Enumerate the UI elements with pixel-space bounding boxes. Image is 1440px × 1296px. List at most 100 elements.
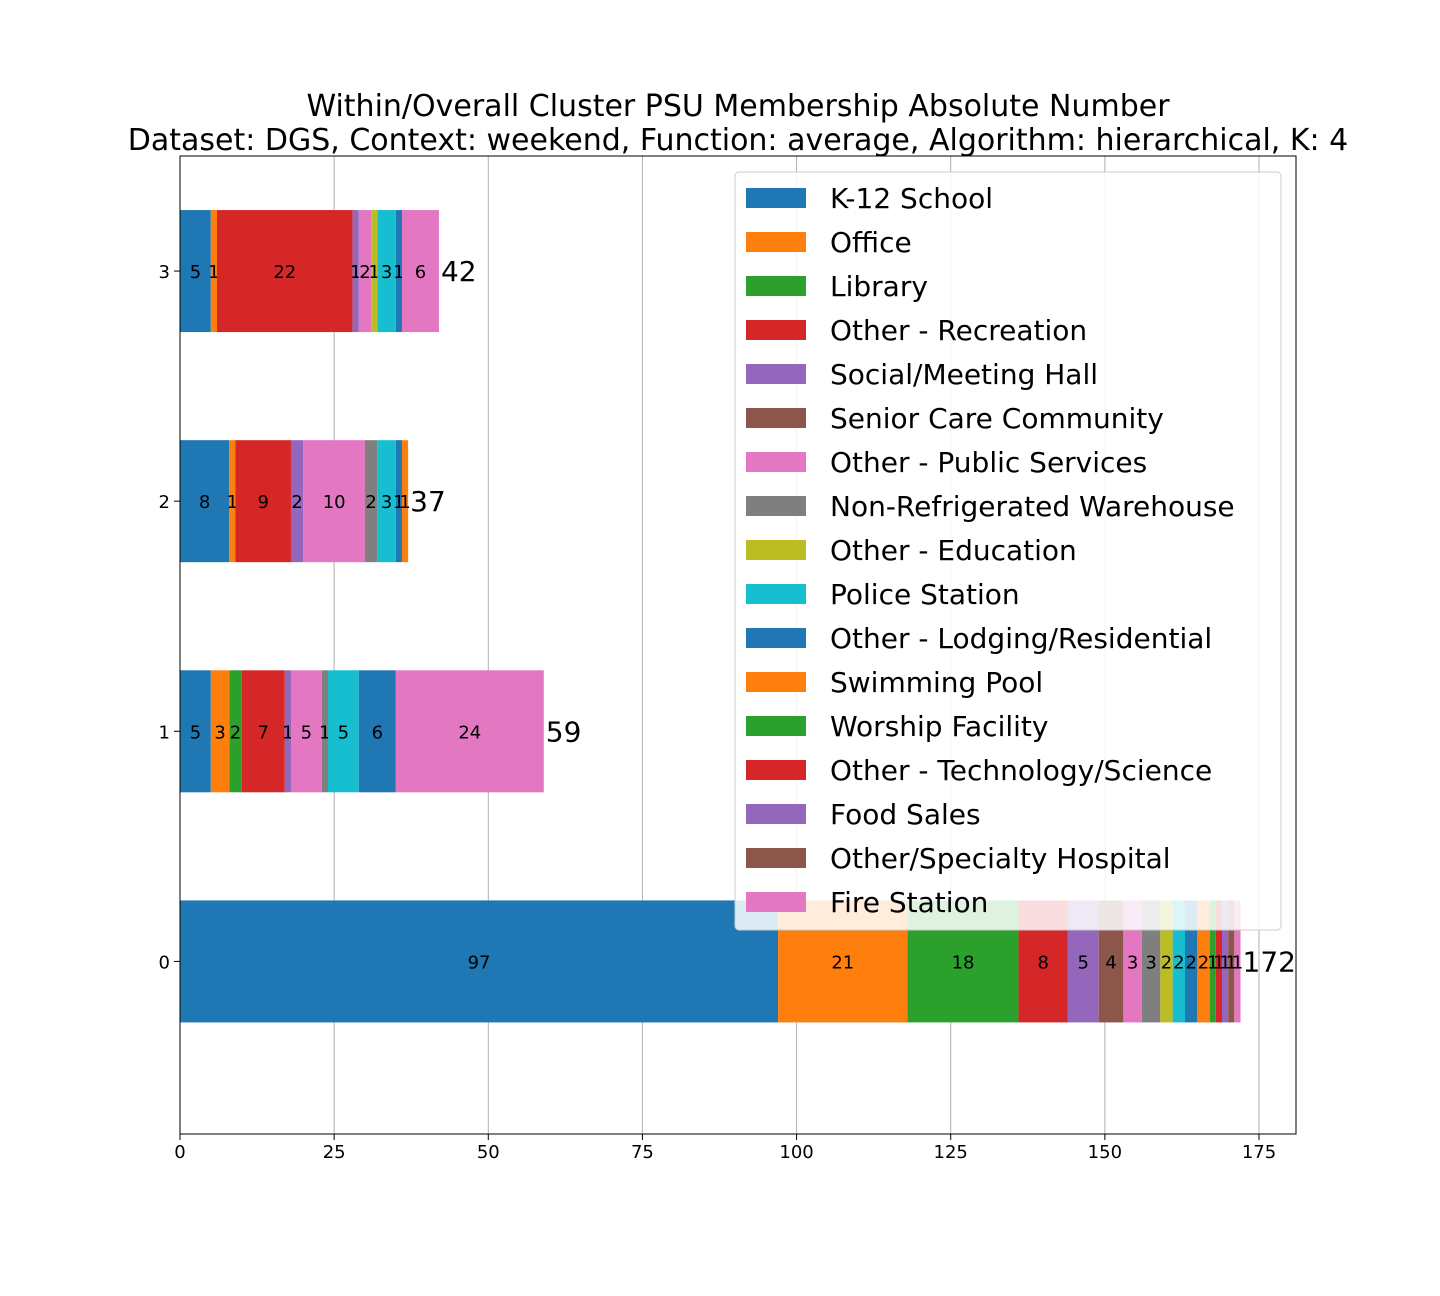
bar-segment — [377, 210, 396, 333]
bar-value-label: 1 — [282, 722, 293, 743]
bar-segment — [1197, 900, 1210, 1023]
y-tick-label: 1 — [159, 722, 170, 743]
legend-swatch — [746, 628, 806, 648]
bar-value-label: 6 — [415, 262, 426, 283]
legend-label: Library — [830, 270, 928, 303]
legend-swatch — [746, 364, 806, 384]
legend-swatch — [746, 760, 806, 780]
bar-segment — [1228, 900, 1235, 1023]
bar-segment — [229, 440, 236, 563]
bar-segment — [1209, 900, 1216, 1023]
legend-swatch — [746, 540, 806, 560]
bar-value-label: 1 — [1207, 952, 1218, 973]
bar-value-label: 1 — [393, 492, 404, 513]
legend-swatch — [746, 408, 806, 428]
bar-value-label: 97 — [468, 952, 491, 973]
bar-segment — [210, 210, 217, 333]
bar-segment — [358, 670, 396, 793]
x-tick-label: 50 — [477, 1142, 500, 1163]
legend-frame — [734, 171, 1282, 931]
bar-value-label: 1 — [1213, 952, 1224, 973]
bar-segment — [321, 670, 328, 793]
bar-value-label: 2 — [359, 262, 370, 283]
legend-label: Other - Recreation — [830, 314, 1087, 347]
bar-segment — [1160, 900, 1173, 1023]
bar-value-label: 3 — [214, 722, 225, 743]
bar-value-label: 9 — [258, 492, 269, 513]
legend-swatch — [746, 716, 806, 736]
legend-swatch — [746, 320, 806, 340]
bar-segment — [1185, 900, 1198, 1023]
legend-swatch — [746, 804, 806, 824]
x-tick-label: 0 — [174, 1142, 185, 1163]
bar-total-label: 172 — [1243, 945, 1296, 978]
bar-value-label: 8 — [199, 492, 210, 513]
bar-segment — [180, 440, 230, 563]
bar-segment — [180, 670, 211, 793]
legend-label: Other - Public Services — [830, 446, 1147, 479]
bar-value-label: 10 — [323, 492, 346, 513]
bar-value-label: 2 — [1198, 952, 1209, 973]
y-tick-label: 0 — [159, 952, 170, 973]
legend-swatch — [746, 848, 806, 868]
plot-frame — [179, 155, 1297, 1135]
bar-segment — [216, 210, 353, 333]
bar-segment — [364, 440, 378, 563]
legend-swatch — [746, 188, 806, 208]
legend-label: Office — [830, 226, 912, 259]
bar-segment — [241, 670, 285, 793]
bar-segment — [377, 440, 396, 563]
bar-segment — [395, 670, 544, 793]
bar-segment — [290, 440, 304, 563]
bar-value-label: 1 — [227, 492, 238, 513]
bar-segment — [303, 440, 365, 563]
legend-swatch — [746, 672, 806, 692]
bar-value-label: 5 — [190, 262, 201, 283]
legend-label: Food Sales — [830, 798, 981, 831]
legend-label: Fire Station — [830, 886, 988, 919]
bar-total-label: 42 — [441, 255, 477, 288]
bar-segment — [327, 670, 359, 793]
bar-value-label: 24 — [458, 722, 481, 743]
bar-value-label: 3 — [1145, 952, 1156, 973]
legend: K-12 School Office Library Other - Recreati… — [734, 171, 1282, 931]
bar-value-label: 3 — [381, 492, 392, 513]
legend-swatch — [746, 232, 806, 252]
x-tick-label: 150 — [1088, 1142, 1122, 1163]
bar-value-label: 1 — [368, 262, 379, 283]
bar-segment — [358, 210, 372, 333]
legend-label: Other - Lodging/Residential — [830, 622, 1212, 655]
legend-swatch — [746, 892, 806, 912]
bar-segment — [395, 440, 402, 563]
bar-segment — [352, 210, 359, 333]
bar-value-label: 1 — [1232, 952, 1243, 973]
bar-segment — [210, 670, 230, 793]
bar-value-label: 2 — [1161, 952, 1172, 973]
bar-segment — [401, 440, 409, 563]
x-tick-label: 125 — [934, 1142, 968, 1163]
bar-value-label: 5 — [301, 722, 312, 743]
bar-segment — [1234, 900, 1241, 1023]
bar-segment — [235, 440, 291, 563]
bar-value-label: 1 — [393, 262, 404, 283]
bar-segment — [1215, 900, 1223, 1023]
bar-value-label: 4 — [1105, 952, 1116, 973]
legend-swatch — [746, 276, 806, 296]
bar-segment — [1141, 900, 1161, 1023]
bar-value-label: 22 — [273, 262, 296, 283]
legend-label: Social/Meeting Hall — [830, 358, 1098, 391]
bar-value-label: 7 — [258, 722, 269, 743]
bar-segment — [180, 900, 779, 1023]
legend-swatch — [746, 496, 806, 516]
bar-segment — [371, 210, 378, 333]
bar-value-label: 5 — [338, 722, 349, 743]
bar-value-label: 2 — [1173, 952, 1184, 973]
bar-value-label: 1 — [399, 492, 410, 513]
bar-segment — [290, 670, 322, 793]
bar-segment — [1222, 900, 1229, 1023]
bar-value-label: 6 — [372, 722, 383, 743]
bar-value-label: 3 — [1127, 952, 1138, 973]
x-tick-label: 175 — [1242, 1142, 1276, 1163]
